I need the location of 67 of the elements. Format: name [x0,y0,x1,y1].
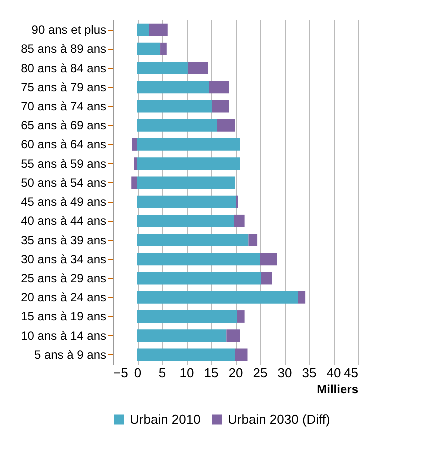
y-tick-label: 10 ans à 14 ans [21,328,106,343]
x-tick-label: 40 [326,366,342,380]
y-tick-label: 20 ans à 24 ans [21,290,106,305]
y-tick-label: 60 ans à 64 ans [21,138,106,152]
bar [209,81,230,94]
bar [138,330,227,342]
bar [138,196,236,208]
y-tick-label: 50 ans à 54 ans [21,176,106,190]
x-tick-label: 30 [278,366,292,380]
bar [134,158,138,170]
bar [248,234,258,246]
x-tick-label: 45 [344,366,358,380]
y-tick-label: 35 ans à 39 ans [21,233,106,248]
bar [138,234,249,246]
x-tick-label: 10 [180,366,194,380]
y-tick-label: 40 ans à 44 ans [21,214,106,228]
bar [188,62,208,74]
y-tick-label: 30 ans à 34 ans [21,252,106,266]
bar [138,272,262,285]
y-tick-label: 65 ans à 69 ans [21,118,106,133]
bar [138,214,234,228]
x-tick-label: 25 [253,366,268,380]
y-tick-label: 75 ans à 79 ans [21,80,106,94]
x-tick-label: 35 [302,366,317,380]
bar [234,214,245,228]
bar [132,138,138,151]
bar [236,348,248,362]
bar [138,253,260,266]
y-tick-label: 80 ans à 84 ans [21,61,106,76]
bar [138,138,240,151]
y-tick-label: 85 ans à 89 ans [21,42,106,56]
bar [138,176,236,190]
bar [138,24,150,36]
y-tick-label: 55 ans à 59 ans [21,156,106,171]
y-tick-label: 5 ans à 9 ans [34,348,106,362]
bar [261,272,272,285]
y-tick-label: 45 ans à 49 ans [21,195,106,210]
x-axis-title: Milliers [317,382,359,396]
bar [237,310,245,323]
bar [138,42,161,56]
bar [138,119,218,132]
x-tick-label: 20 [228,366,244,380]
bar [138,158,240,170]
x-tick-label: 5 [158,366,166,380]
x-tick-label: −5 [114,366,128,380]
bar [149,24,168,36]
x-tick-label: 0 [134,366,142,380]
bar [132,176,138,190]
bar [138,291,298,304]
y-tick-label: 25 ans à 29 ans [21,272,106,286]
bar [138,100,212,113]
y-tick-label: 90 ans et plus [32,23,106,38]
y-tick-label: 70 ans à 74 ans [21,99,106,114]
legend-label: Urbain 2030 (Diff) [228,412,330,427]
bar [160,42,167,56]
bar [138,81,210,94]
bar [217,119,236,132]
x-tick-label: 15 [204,366,219,380]
bar [226,330,240,342]
bar [138,348,236,362]
legend-label: Urbain 2010 [130,412,201,427]
bar [138,310,238,323]
bar [298,291,306,304]
y-tick-label: 15 ans à 19 ans [21,310,106,324]
bar [212,100,230,113]
bar [138,62,188,74]
bar [260,253,278,266]
